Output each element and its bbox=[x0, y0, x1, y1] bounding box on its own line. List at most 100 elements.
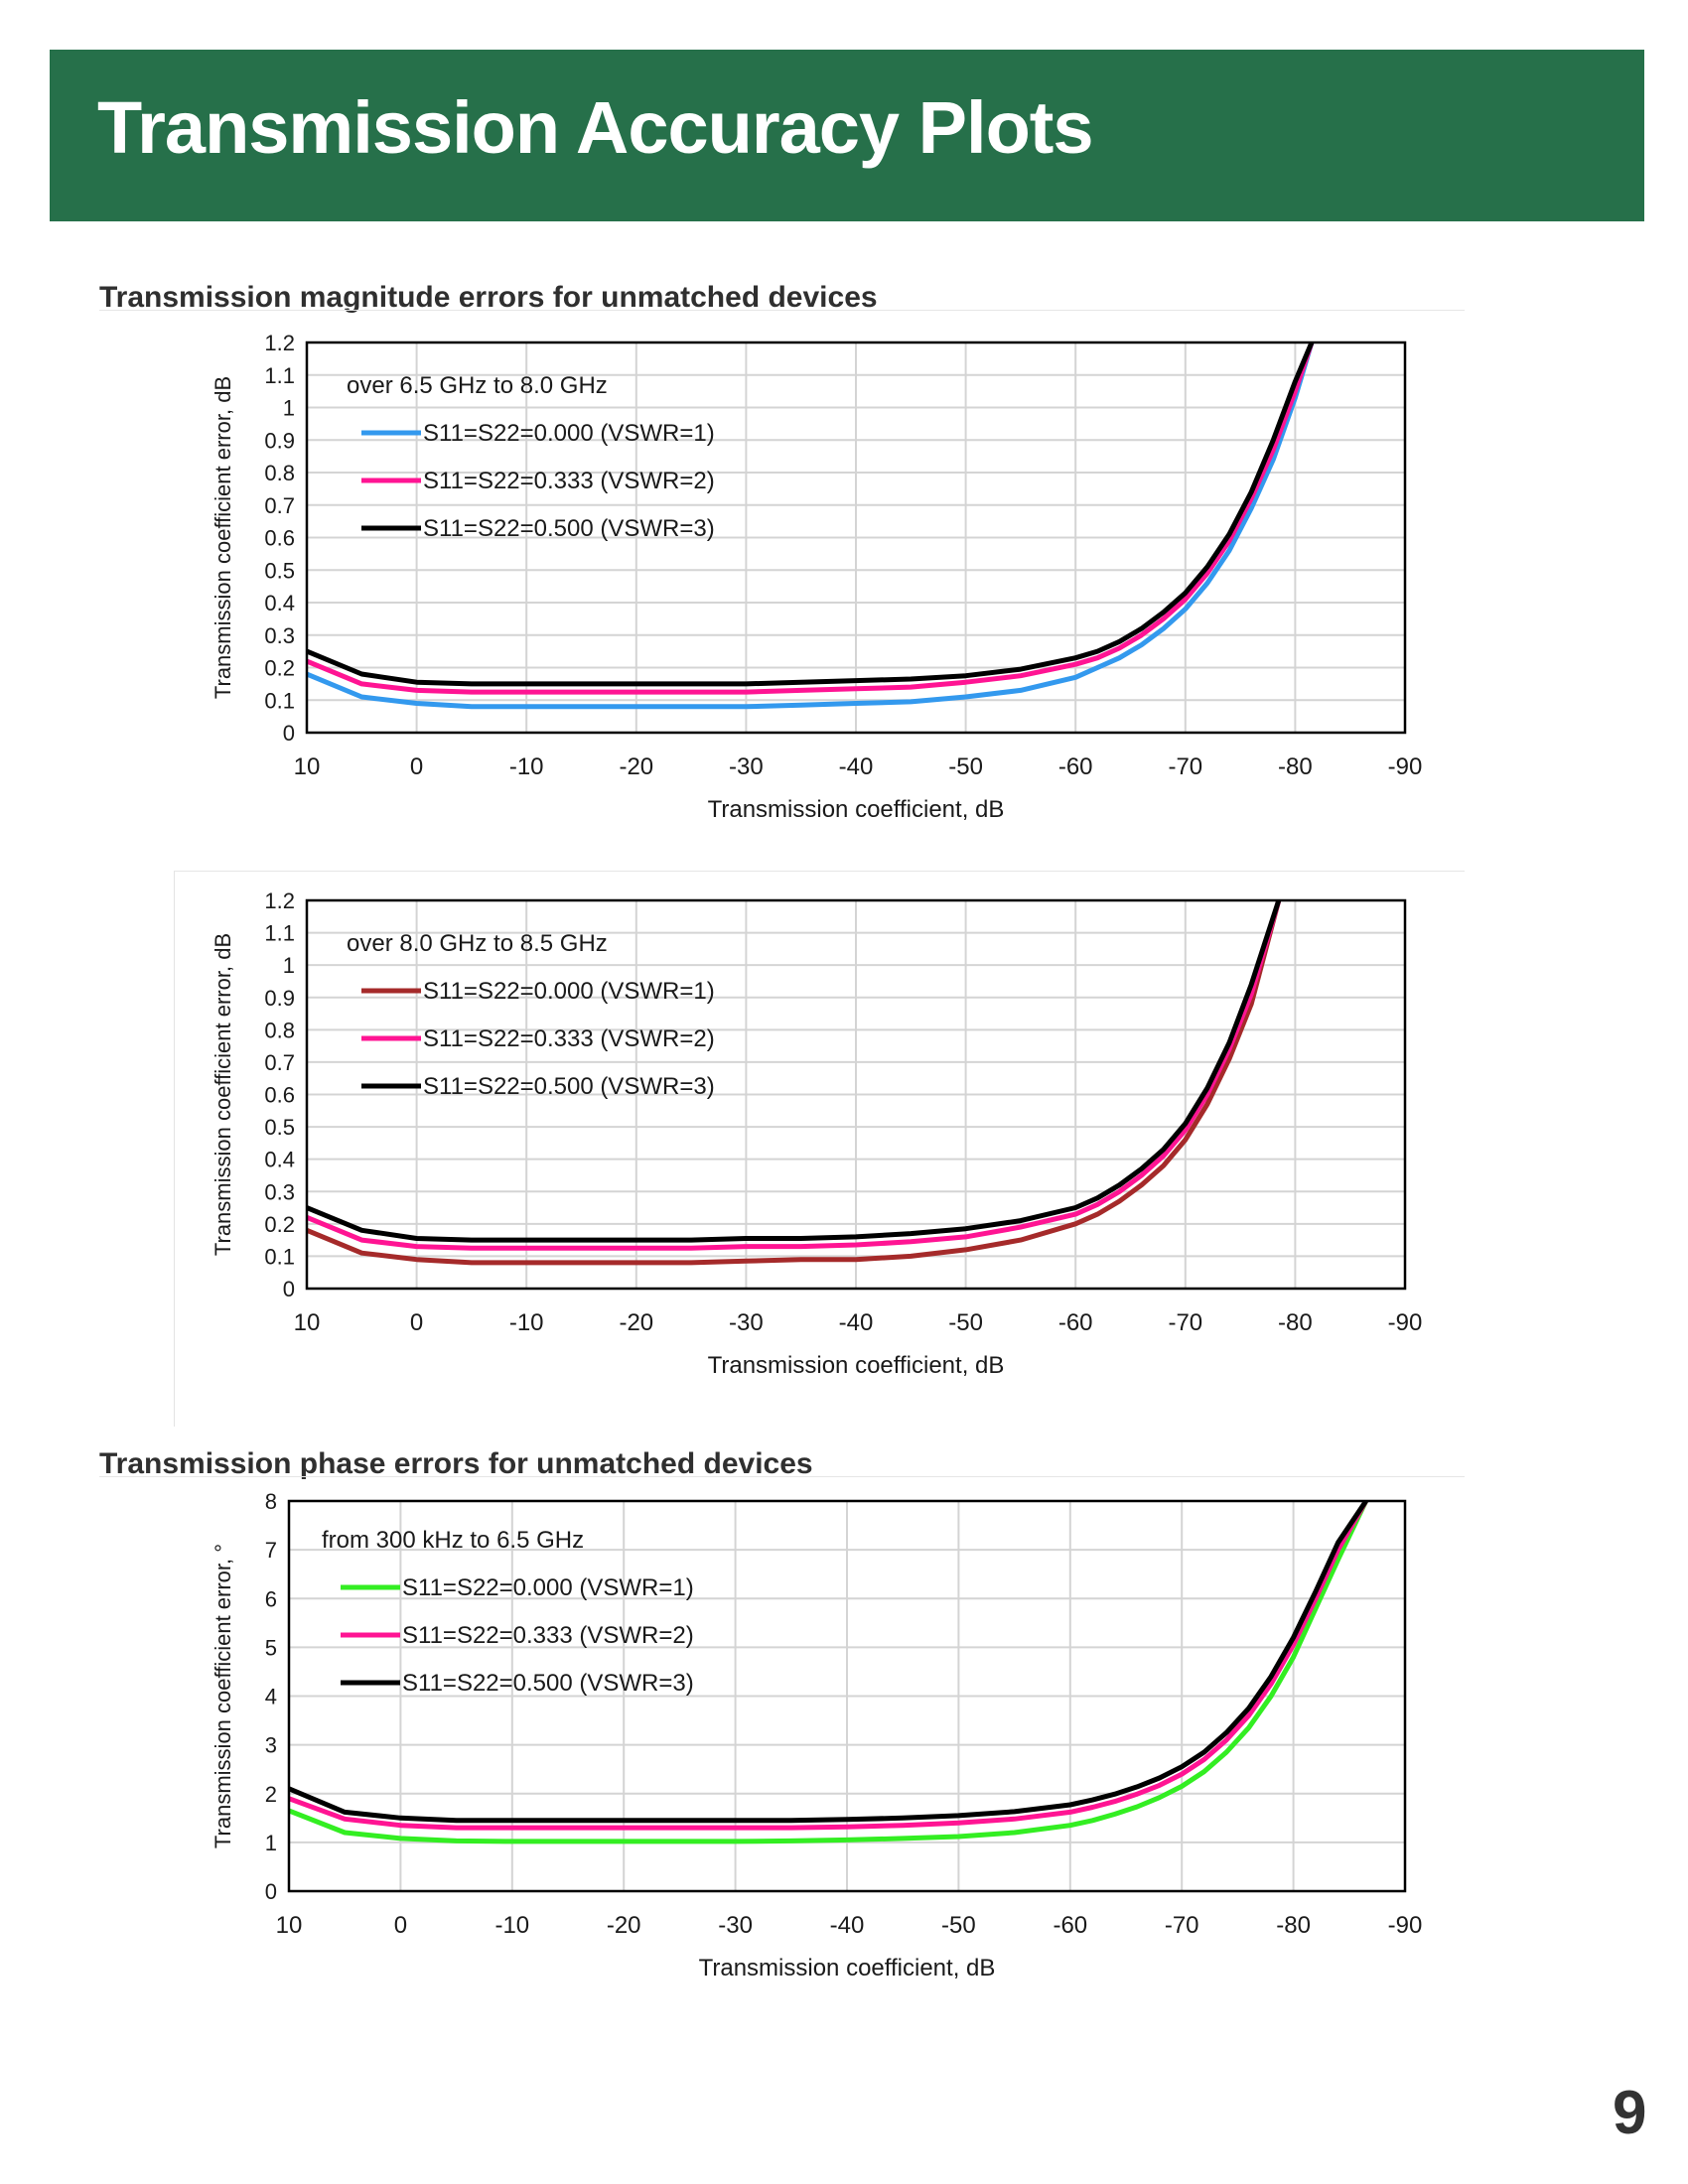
series-line-2 bbox=[289, 1501, 1368, 1831]
y-tick-label: 1.2 bbox=[264, 331, 295, 355]
magnitude-section-rule bbox=[99, 310, 1465, 311]
chart-1: 10 0 -10 -20 -30 -40 -50 -60 -70 -80 -90 0 0.1 0.2 0.3… bbox=[211, 331, 1422, 823]
y-tick-label: 7 bbox=[265, 1538, 277, 1563]
x-axis-label: Transmission coefficient, dB bbox=[708, 1352, 1005, 1379]
y-tick-label: 1.1 bbox=[264, 363, 295, 388]
legend-label-2: S11=S22=0.333 (VSWR=2) bbox=[423, 1025, 715, 1052]
x-tick-label: -20 bbox=[619, 1309, 653, 1336]
x-tick-label: -60 bbox=[1053, 1912, 1087, 1939]
x-tick-label: -60 bbox=[1058, 753, 1093, 780]
x-tick-label: -80 bbox=[1276, 1912, 1311, 1939]
legend-label-2: S11=S22=0.333 (VSWR=2) bbox=[423, 468, 715, 494]
series-line-3 bbox=[307, 900, 1282, 1243]
y-tick-label: 0 bbox=[283, 1277, 295, 1301]
y-tick-label: 0.3 bbox=[264, 623, 295, 648]
y-tick-label: 1.2 bbox=[264, 888, 295, 913]
chart-2: 10 0 -10 -20 -30 -40 -50 -60 -70 -80 -90 0 0.1 0.2 0.3… bbox=[211, 888, 1422, 1379]
legend-label-3: S11=S22=0.500 (VSWR=3) bbox=[402, 1670, 694, 1697]
x-tick-label: 10 bbox=[294, 753, 321, 780]
x-tick-label: -10 bbox=[509, 1309, 544, 1336]
x-tick-label: -90 bbox=[1388, 1309, 1423, 1336]
x-tick-label: -10 bbox=[509, 753, 544, 780]
x-tick-label: -60 bbox=[1058, 1309, 1093, 1336]
y-tick-label: 0.5 bbox=[264, 1115, 295, 1140]
x-tick-label: -40 bbox=[830, 1912, 865, 1939]
x-tick-label: -90 bbox=[1388, 1912, 1423, 1939]
x-tick-label: -40 bbox=[839, 753, 874, 780]
x-tick-label: -30 bbox=[729, 1309, 764, 1336]
y-tick-label: 8 bbox=[265, 1489, 277, 1514]
y-tick-label: 0.9 bbox=[264, 428, 295, 453]
y-tick-label: 0.9 bbox=[264, 986, 295, 1011]
x-tick-label: -70 bbox=[1168, 753, 1202, 780]
x-tick-label: 10 bbox=[294, 1309, 321, 1336]
chart2-frame-rule bbox=[174, 871, 175, 1427]
chart-3: 10 0 -10 -20 -30 -40 -50 -60 -70 -80 -90 0 1 2 3 4 5 6 7 8 T… bbox=[211, 1489, 1422, 1981]
x-tick-label: -10 bbox=[494, 1912, 529, 1939]
y-tick-label: 0.2 bbox=[264, 656, 295, 681]
y-tick-label: 0.1 bbox=[264, 1244, 295, 1269]
y-tick-label: 0.4 bbox=[264, 591, 295, 615]
phase-section-title: Transmission phase errors for unmatched … bbox=[99, 1447, 813, 1480]
x-tick-label: -50 bbox=[941, 1912, 976, 1939]
y-tick-label: 5 bbox=[265, 1635, 277, 1660]
x-tick-label: 0 bbox=[394, 1912, 407, 1939]
series-line-2 bbox=[307, 900, 1282, 1251]
legend-label-1: S11=S22=0.000 (VSWR=1) bbox=[423, 978, 715, 1005]
x-axis-label: Transmission coefficient, dB bbox=[699, 1955, 996, 1981]
legend-label-3: S11=S22=0.500 (VSWR=3) bbox=[423, 1073, 715, 1100]
page-title: Transmission Accuracy Plots bbox=[97, 86, 1094, 169]
chart-annotation: over 8.0 GHz to 8.5 GHz bbox=[347, 930, 608, 957]
page-number: 9 bbox=[1613, 2079, 1647, 2147]
x-tick-label: -50 bbox=[948, 753, 983, 780]
x-tick-label: -50 bbox=[948, 1309, 983, 1336]
legend-label-1: S11=S22=0.000 (VSWR=1) bbox=[423, 420, 715, 447]
x-tick-label: -80 bbox=[1278, 1309, 1313, 1336]
y-tick-label: 0.7 bbox=[264, 493, 295, 518]
x-tick-label: 10 bbox=[276, 1912, 303, 1939]
y-tick-label: 0.7 bbox=[264, 1050, 295, 1075]
y-axis-label: Transmission coefficient error, dB bbox=[211, 933, 235, 1256]
legend-label-2: S11=S22=0.333 (VSWR=2) bbox=[402, 1622, 694, 1649]
y-tick-label: 0.2 bbox=[264, 1212, 295, 1237]
y-tick-label: 6 bbox=[265, 1586, 277, 1611]
y-tick-label: 0 bbox=[283, 721, 295, 746]
y-tick-label: 1 bbox=[283, 953, 295, 978]
y-tick-label: 1 bbox=[265, 1831, 277, 1855]
y-tick-label: 2 bbox=[265, 1782, 277, 1807]
x-tick-label: -70 bbox=[1168, 1309, 1202, 1336]
y-tick-label: 0.6 bbox=[264, 526, 295, 551]
x-tick-label: -20 bbox=[607, 1912, 641, 1939]
y-tick-label: 1 bbox=[283, 396, 295, 421]
y-tick-label: 0.3 bbox=[264, 1179, 295, 1204]
x-tick-label: -90 bbox=[1388, 753, 1423, 780]
series-line-1 bbox=[307, 342, 1315, 710]
y-tick-label: 0.4 bbox=[264, 1148, 295, 1172]
y-tick-label: 0.5 bbox=[264, 558, 295, 583]
phase-section-rule bbox=[99, 1476, 1465, 1477]
magnitude-section-title: Transmission magnitude errors for unmatc… bbox=[99, 281, 878, 314]
series-line-3 bbox=[307, 342, 1315, 687]
x-tick-label: -20 bbox=[619, 753, 653, 780]
y-tick-label: 4 bbox=[265, 1685, 277, 1709]
charts-canvas: 10 0 -10 -20 -30 -40 -50 -60 -70 -80 -9000.10.20.3… bbox=[211, 331, 1422, 1981]
x-tick-label: 0 bbox=[410, 1309, 423, 1336]
y-tick-label: 0.8 bbox=[264, 1018, 295, 1042]
x-axis-label: Transmission coefficient, dB bbox=[708, 796, 1005, 823]
plot-frame bbox=[287, 1499, 1407, 1893]
y-tick-label: 0.8 bbox=[264, 461, 295, 485]
legend-label-1: S11=S22=0.000 (VSWR=1) bbox=[402, 1574, 694, 1601]
x-tick-label: -30 bbox=[729, 753, 764, 780]
series-line-2 bbox=[307, 342, 1315, 695]
x-tick-label: -70 bbox=[1165, 1912, 1199, 1939]
series-line-1 bbox=[289, 1501, 1368, 1844]
y-tick-label: 1.1 bbox=[264, 921, 295, 946]
x-tick-label: 0 bbox=[410, 753, 423, 780]
plot-frame bbox=[305, 341, 1407, 735]
legend-label-3: S11=S22=0.500 (VSWR=3) bbox=[423, 515, 715, 542]
y-tick-label: 0.6 bbox=[264, 1083, 295, 1108]
plot-frame bbox=[305, 898, 1407, 1291]
y-tick-label: 0 bbox=[265, 1879, 277, 1904]
x-tick-label: -30 bbox=[718, 1912, 753, 1939]
x-tick-label: -80 bbox=[1278, 753, 1313, 780]
